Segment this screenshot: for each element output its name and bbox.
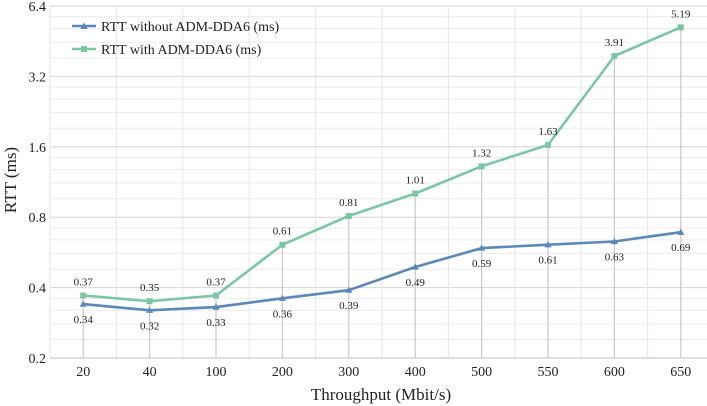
data-point: [478, 244, 486, 251]
y-axis-title: RTT (ms): [1, 147, 20, 213]
x-tick-label: 600: [604, 365, 625, 380]
x-tick-label: 100: [206, 365, 227, 380]
data-label: 0.39: [339, 300, 359, 312]
data-label: 0.37: [74, 277, 94, 289]
data-point: [278, 294, 286, 301]
data-label: 3.91: [605, 37, 624, 49]
legend-marker-without: [80, 22, 88, 29]
x-tick-label: 40: [143, 365, 157, 380]
legend-marker-with: [81, 46, 87, 52]
data-point: [545, 141, 551, 148]
data-point: [677, 24, 684, 31]
x-tick-label: 400: [405, 365, 426, 380]
x-tick-label: 20: [76, 365, 90, 380]
data-label: 0.69: [671, 242, 691, 254]
data-point: [610, 237, 618, 245]
data-label: 0.59: [472, 258, 492, 270]
data-label: 0.32: [140, 320, 159, 332]
data-label: 0.35: [140, 282, 160, 294]
data-label: 0.34: [74, 314, 94, 326]
y-tick-label: 0.4: [29, 282, 47, 297]
data-point: [677, 228, 685, 235]
data-label: 0.37: [206, 277, 226, 289]
data-label: 0.63: [605, 251, 625, 263]
x-tick-label: 550: [538, 365, 559, 380]
legend-label-with: RTT with ADM-DDA6 (ms): [101, 43, 262, 58]
x-tick-label: 300: [338, 365, 359, 380]
series: [79, 24, 685, 313]
x-tick-label: 200: [272, 365, 293, 380]
data-point: [213, 292, 219, 299]
data-point: [212, 303, 220, 310]
series-line: [83, 230, 681, 312]
data-label: 0.61: [273, 226, 292, 238]
data-label: 0.61: [538, 255, 557, 267]
axes: 0.2 0.4 0.8 1.6 3.2 6.4 20 40 100 200 300 400 500 550…: [29, 0, 707, 380]
data-label: 1.63: [538, 126, 558, 138]
data-point: [146, 306, 154, 313]
grid: [49, 5, 707, 359]
data-point: [80, 292, 87, 299]
data-label: 0.36: [273, 308, 293, 320]
y-tick-label: 3.2: [29, 70, 47, 85]
data-label: 1.32: [472, 147, 491, 159]
data-label: 1.01: [406, 175, 425, 187]
data-point: [611, 53, 618, 60]
drop-lines: [82, 27, 682, 358]
data-point: [478, 163, 485, 170]
legend-label-without: RTT without ADM-DDA6 (ms): [101, 20, 280, 35]
legend: RTT without ADM-DDA6 (ms) RTT with ADM-D…: [72, 20, 280, 58]
y-tick-label: 6.4: [29, 0, 47, 15]
data-point: [412, 190, 419, 197]
data-point: [79, 300, 87, 307]
y-tick-label: 0.2: [29, 352, 47, 367]
series-line: [83, 26, 682, 303]
data-label: 5.19: [671, 8, 691, 20]
data-point: [146, 298, 153, 305]
data-labels: 0.34 0.32 0.33 0.36 0.39 0.49 0.59 0.61 0.63 0.69…: [74, 8, 691, 332]
data-point: [345, 286, 353, 293]
data-point: [345, 212, 352, 219]
data-label: 0.49: [406, 277, 426, 289]
y-tick-label: 1.6: [29, 141, 47, 156]
data-point: [544, 241, 552, 248]
data-point: [279, 241, 286, 248]
data-label: 0.81: [339, 197, 358, 209]
y-tick-label: 0.8: [29, 211, 47, 226]
x-tick-label: 650: [670, 365, 691, 380]
x-axis-title: Throughput (Mbit/s): [311, 385, 451, 404]
data-label: 0.33: [206, 317, 226, 329]
x-tick-label: 500: [471, 365, 492, 380]
data-point: [411, 263, 419, 270]
